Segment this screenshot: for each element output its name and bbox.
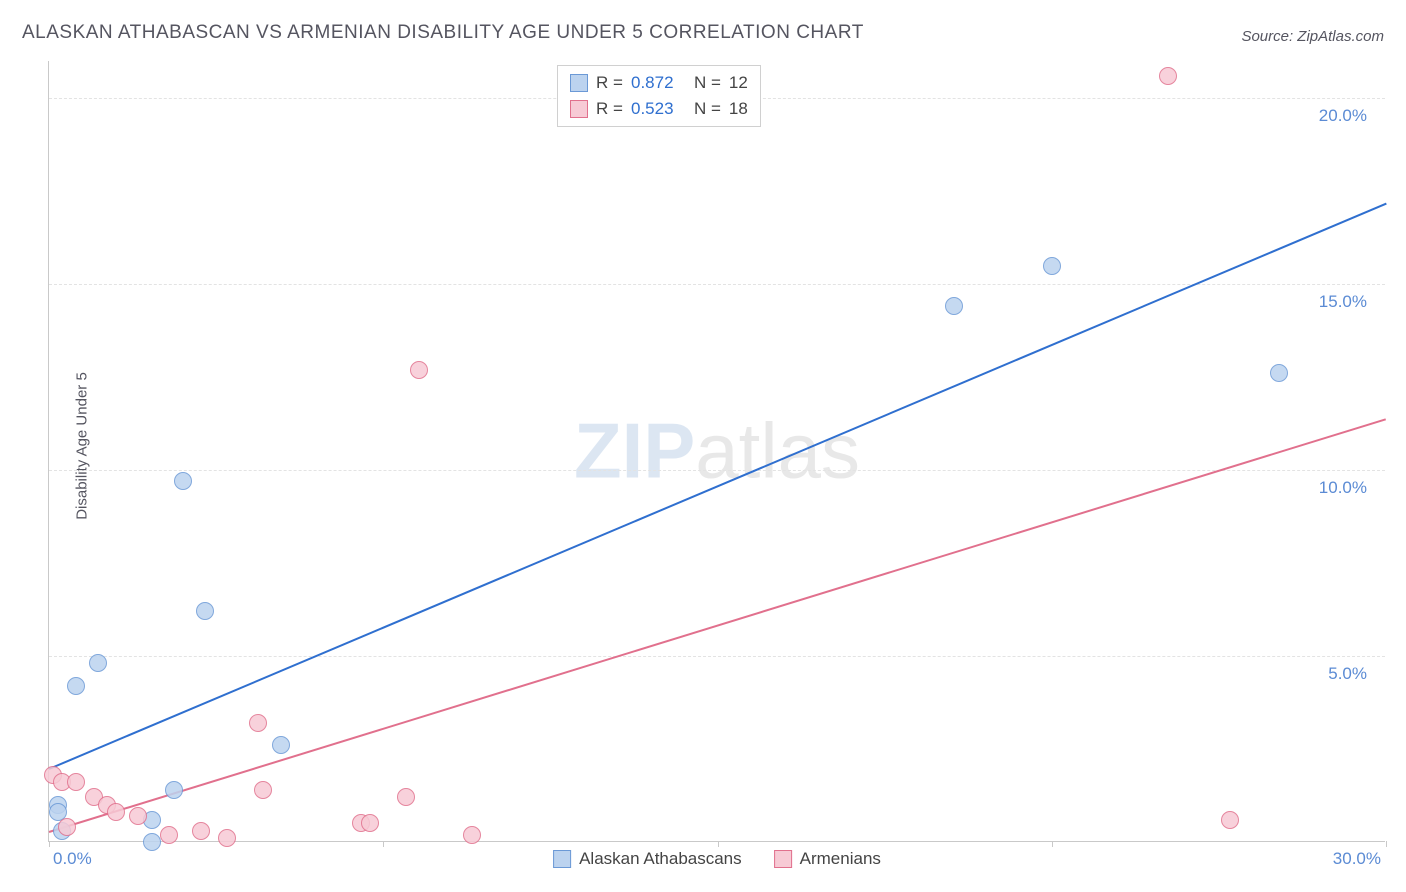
- watermark-rest: atlas: [695, 407, 860, 495]
- legend-n-label: N =: [694, 73, 721, 93]
- data-point: [67, 677, 85, 695]
- data-point: [218, 829, 236, 847]
- legend-swatch: [553, 850, 571, 868]
- watermark: ZIPatlas: [574, 406, 860, 497]
- legend-r-value: 0.523: [631, 99, 686, 119]
- data-point: [945, 297, 963, 315]
- watermark-bold: ZIP: [574, 407, 695, 495]
- legend-n-label: N =: [694, 99, 721, 119]
- data-point: [397, 788, 415, 806]
- data-point: [410, 361, 428, 379]
- data-point: [107, 803, 125, 821]
- stat-legend: R = 0.872 N = 12 R = 0.523 N = 18: [557, 65, 761, 127]
- y-tick-label: 20.0%: [1319, 106, 1367, 126]
- legend-n-value: 12: [729, 73, 748, 93]
- legend-r-value: 0.872: [631, 73, 686, 93]
- data-point: [160, 826, 178, 844]
- data-point: [1270, 364, 1288, 382]
- x-tick-label-first: 0.0%: [53, 849, 92, 869]
- data-point: [143, 833, 161, 851]
- data-point: [165, 781, 183, 799]
- y-tick-label: 15.0%: [1319, 292, 1367, 312]
- legend-swatch: [570, 100, 588, 118]
- data-point: [67, 773, 85, 791]
- data-point: [196, 602, 214, 620]
- x-tick: [1386, 841, 1387, 847]
- data-point: [58, 818, 76, 836]
- y-tick-label: 5.0%: [1328, 664, 1367, 684]
- plot-area: ZIPatlas 5.0%10.0%15.0%20.0%0.0%30.0%R =…: [48, 61, 1385, 842]
- data-point: [254, 781, 272, 799]
- legend-r-label: R =: [596, 99, 623, 119]
- legend-swatch: [774, 850, 792, 868]
- trend-line: [49, 202, 1387, 769]
- gridline: [49, 656, 1385, 657]
- series-legend-label: Alaskan Athabascans: [579, 849, 742, 869]
- source-label: Source: ZipAtlas.com: [1241, 28, 1384, 45]
- series-legend-item: Alaskan Athabascans: [553, 849, 742, 869]
- trend-line: [49, 418, 1387, 833]
- data-point: [192, 822, 210, 840]
- data-point: [361, 814, 379, 832]
- x-tick-label-last: 30.0%: [1333, 849, 1381, 869]
- data-point: [463, 826, 481, 844]
- gridline: [49, 470, 1385, 471]
- data-point: [249, 714, 267, 732]
- series-legend-item: Armenians: [774, 849, 881, 869]
- gridline: [49, 284, 1385, 285]
- data-point: [272, 736, 290, 754]
- data-point: [1159, 67, 1177, 85]
- y-tick-label: 10.0%: [1319, 478, 1367, 498]
- x-tick: [383, 841, 384, 847]
- stat-legend-row: R = 0.872 N = 12: [570, 70, 748, 96]
- data-point: [129, 807, 147, 825]
- data-point: [89, 654, 107, 672]
- legend-n-value: 18: [729, 99, 748, 119]
- chart-title: ALASKAN ATHABASCAN VS ARMENIAN DISABILIT…: [22, 22, 864, 44]
- data-point: [174, 472, 192, 490]
- x-tick: [1052, 841, 1053, 847]
- series-legend: Alaskan Athabascans Armenians: [553, 849, 881, 869]
- stat-legend-row: R = 0.523 N = 18: [570, 96, 748, 122]
- data-point: [1043, 257, 1061, 275]
- series-legend-label: Armenians: [800, 849, 881, 869]
- x-tick: [718, 841, 719, 847]
- legend-r-label: R =: [596, 73, 623, 93]
- legend-swatch: [570, 74, 588, 92]
- data-point: [1221, 811, 1239, 829]
- x-tick: [49, 841, 50, 847]
